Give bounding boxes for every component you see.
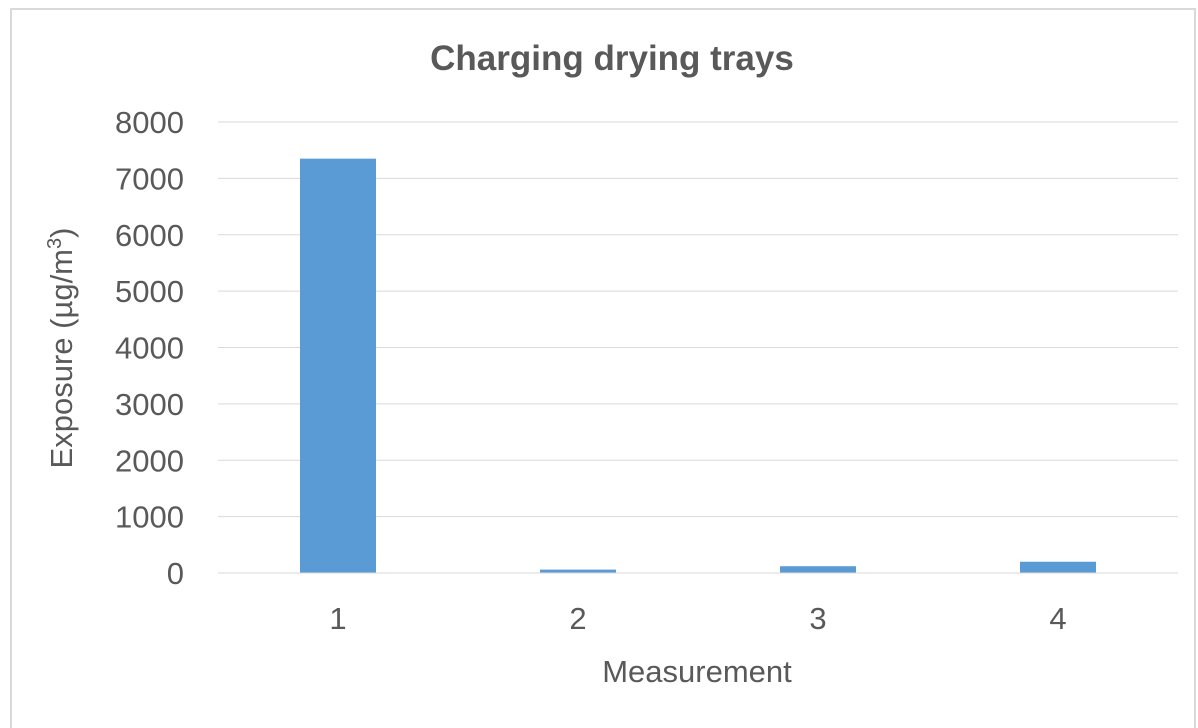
gridlines xyxy=(218,121,1178,518)
x-axis-title: Measurement xyxy=(602,654,792,689)
bar xyxy=(780,566,856,573)
y-axis-title-main: Exposure (µg/m xyxy=(44,249,79,468)
y-tick-label: 6000 xyxy=(115,218,184,253)
y-axis-ticks: 0 1000 2000 3000 4000 5000 6000 7000 8000 xyxy=(115,105,184,591)
bar xyxy=(540,569,616,573)
y-axis-title-suffix: ) xyxy=(44,228,79,238)
y-tick-label: 8000 xyxy=(115,105,184,140)
bar xyxy=(1020,561,1096,573)
y-tick-label: 3000 xyxy=(115,387,184,422)
x-tick-label: 3 xyxy=(809,601,826,636)
chart-title: Charging drying trays xyxy=(430,39,794,78)
y-tick-label: 2000 xyxy=(115,443,184,478)
x-tick-label: 4 xyxy=(1049,601,1066,636)
bars xyxy=(300,158,1096,574)
chart-frame xyxy=(10,8,1196,728)
x-axis-ticks: 1 2 3 4 xyxy=(329,601,1066,636)
y-tick-label: 0 xyxy=(167,556,184,591)
y-axis-title: Exposure (µg/m3) xyxy=(44,228,79,469)
y-tick-label: 4000 xyxy=(115,331,184,366)
y-tick-label: 1000 xyxy=(115,500,184,535)
x-tick-label: 1 xyxy=(329,601,346,636)
bar xyxy=(300,158,376,574)
y-tick-label: 7000 xyxy=(115,161,184,196)
x-tick-label: 2 xyxy=(569,601,586,636)
y-axis-title-superscript: 3 xyxy=(44,238,66,249)
y-tick-label: 5000 xyxy=(115,274,184,309)
